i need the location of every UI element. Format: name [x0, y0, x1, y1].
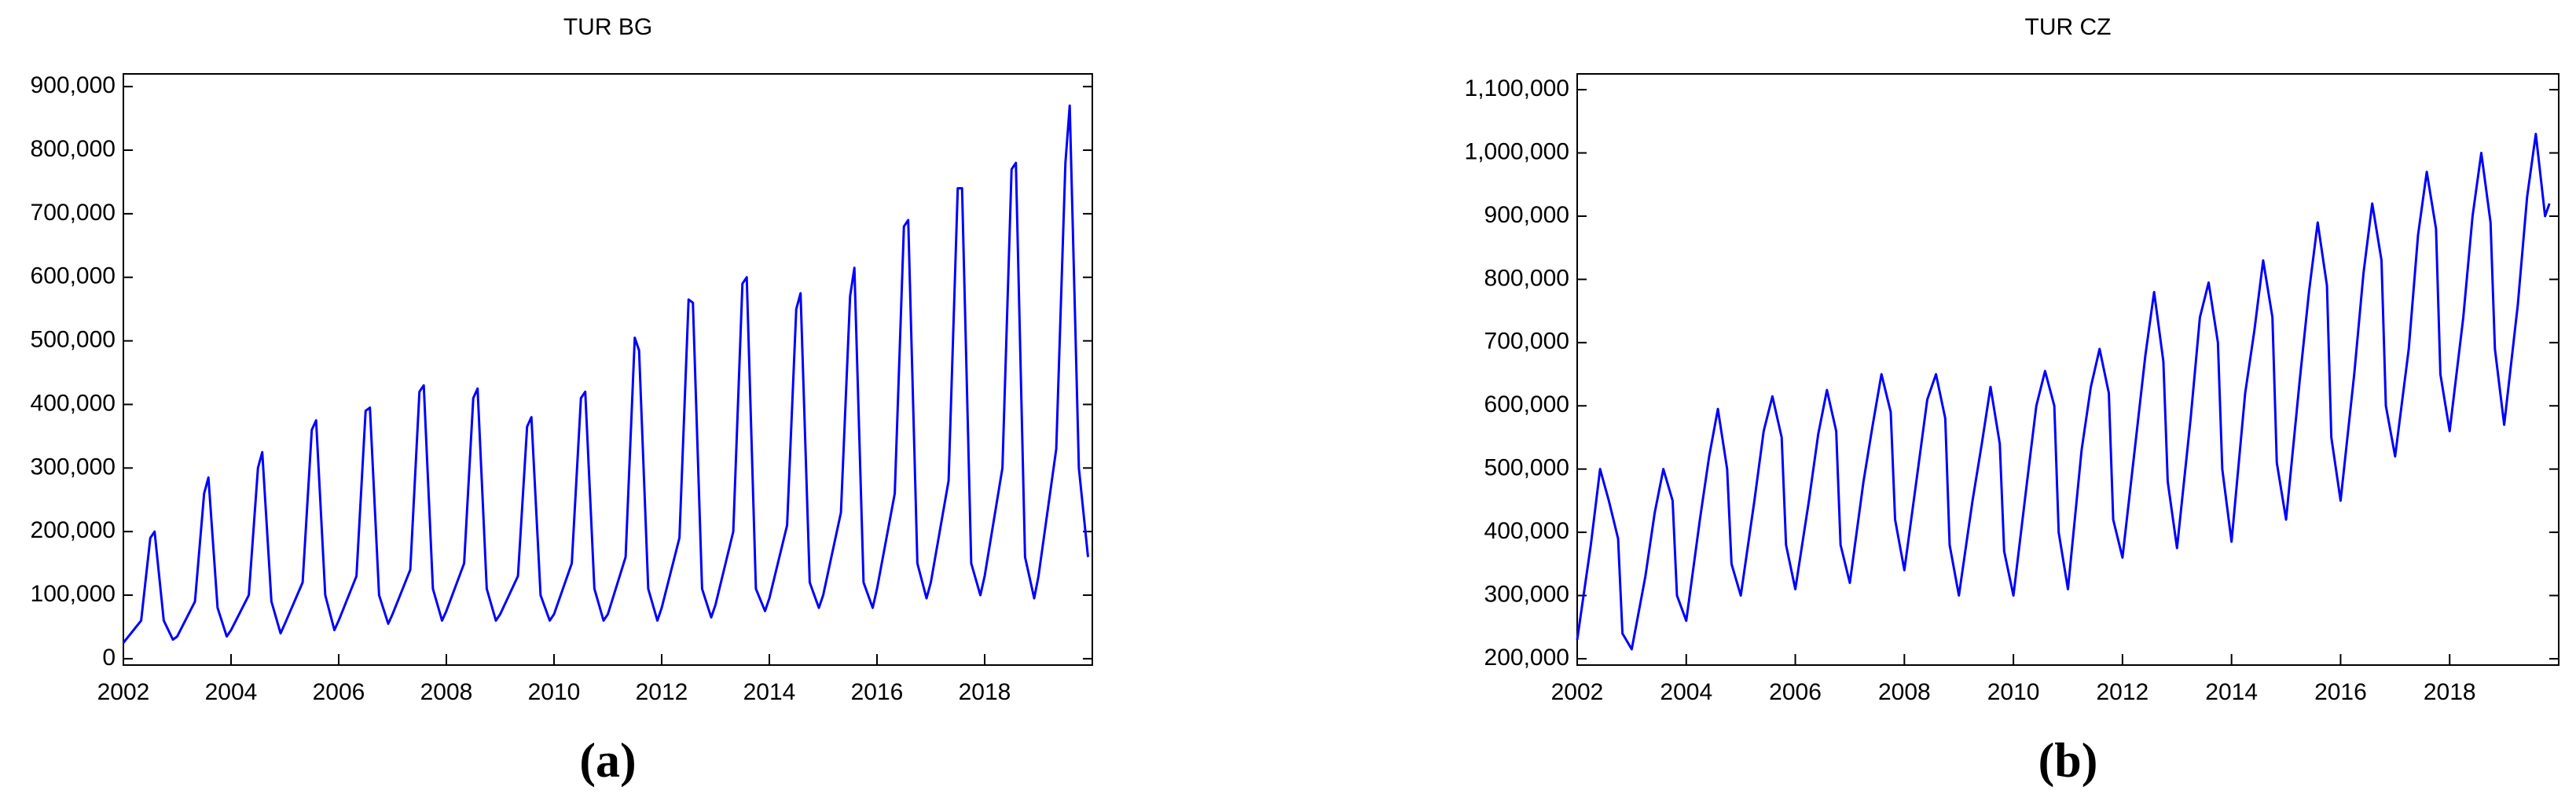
x-tick-label: 2012 — [636, 679, 688, 705]
chart-title: TUR CZ — [2025, 14, 2112, 40]
x-tick-label: 2012 — [2097, 679, 2149, 705]
panel-caption: (a) — [579, 734, 636, 788]
y-tick-label: 400,000 — [1484, 518, 1569, 544]
x-tick-label: 2004 — [1660, 679, 1712, 705]
x-tick-label: 2008 — [1878, 679, 1931, 705]
x-tick-label: 2014 — [743, 679, 796, 705]
data-line — [122, 104, 1090, 644]
y-tick-label: 600,000 — [31, 263, 116, 289]
x-tick-label: 2004 — [205, 679, 258, 705]
x-tick-label: 2006 — [313, 679, 365, 705]
panel-caption: (b) — [2038, 734, 2098, 788]
x-tick-label: 2002 — [97, 679, 150, 705]
x-tick-label: 2016 — [851, 679, 904, 705]
x-tick-label: 2018 — [2424, 679, 2476, 705]
y-tick-label: 200,000 — [31, 517, 116, 543]
y-tick-label: 500,000 — [31, 327, 116, 353]
plot-frame — [1576, 73, 2559, 666]
chart-title: TUR BG — [563, 14, 652, 40]
y-tick-label: 1,100,000 — [1465, 75, 1569, 101]
x-tick-label: 2006 — [1769, 679, 1822, 705]
y-tick-label: 200,000 — [1484, 645, 1569, 671]
y-tick-label: 700,000 — [31, 200, 116, 226]
y-tick-label: 800,000 — [1484, 265, 1569, 291]
x-tick-label: 2008 — [420, 679, 473, 705]
x-tick-label: 2016 — [2314, 679, 2367, 705]
x-tick-label: 2002 — [1551, 679, 1604, 705]
y-tick-label: 100,000 — [31, 581, 116, 607]
y-tick-label: 0 — [102, 645, 116, 671]
y-tick-label: 800,000 — [31, 136, 116, 162]
x-tick-label: 2018 — [959, 679, 1011, 705]
y-tick-label: 300,000 — [31, 454, 116, 480]
y-tick-label: 900,000 — [31, 72, 116, 98]
y-tick-label: 400,000 — [31, 390, 116, 416]
x-tick-label: 2010 — [528, 679, 581, 705]
plot-frame — [123, 73, 1093, 666]
data-line — [1576, 132, 2551, 651]
y-tick-label: 300,000 — [1484, 581, 1569, 607]
x-tick-label: 2014 — [2205, 679, 2258, 705]
chart-panel: TUR BG 0 100,000 200,000 300,000 400,000 500,0… — [31, 14, 1093, 788]
y-tick-label: 500,000 — [1484, 455, 1569, 481]
y-tick-label: 600,000 — [1484, 391, 1569, 417]
chart-panel: TUR CZ 200,000 300,000 400,000 500,000 600,00… — [1465, 14, 2559, 788]
y-tick-label: 900,000 — [1484, 202, 1569, 228]
x-tick-label: 2010 — [1987, 679, 2040, 705]
y-tick-label: 700,000 — [1484, 329, 1569, 355]
y-tick-label: 1,000,000 — [1465, 138, 1569, 164]
